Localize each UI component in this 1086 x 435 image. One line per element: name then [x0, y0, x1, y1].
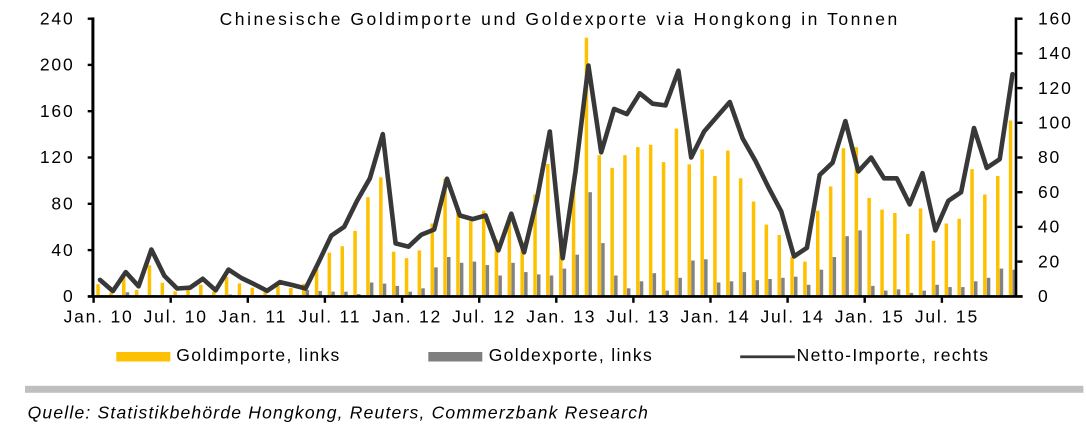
svg-text:240: 240 [40, 8, 75, 28]
svg-text:Jul. 14: Jul. 14 [761, 307, 825, 327]
svg-text:0: 0 [1038, 286, 1050, 306]
svg-text:Jan. 12: Jan. 12 [372, 307, 442, 327]
svg-text:80: 80 [1038, 147, 1061, 167]
svg-text:80: 80 [51, 194, 74, 214]
svg-text:Jul. 15: Jul. 15 [915, 307, 979, 327]
svg-text:Jan. 11: Jan. 11 [218, 307, 287, 327]
svg-text:Quelle: Statistikbehörde Hongk: Quelle: Statistikbehörde Hongkong, Reute… [28, 402, 650, 422]
svg-text:140: 140 [1038, 43, 1073, 63]
svg-text:40: 40 [1038, 217, 1061, 237]
svg-text:120: 120 [1038, 78, 1073, 98]
svg-text:200: 200 [40, 55, 75, 75]
svg-text:160: 160 [1038, 8, 1073, 28]
svg-text:Jul. 13: Jul. 13 [606, 307, 670, 327]
svg-text:60: 60 [1038, 182, 1061, 202]
svg-text:Jul. 12: Jul. 12 [452, 307, 516, 327]
svg-text:100: 100 [1038, 113, 1073, 133]
svg-text:0: 0 [63, 286, 75, 306]
svg-text:40: 40 [51, 240, 74, 260]
svg-text:Chinesische Goldimporte und Go: Chinesische Goldimporte und Goldexporte … [220, 9, 900, 29]
svg-text:Jul. 10: Jul. 10 [144, 307, 208, 327]
svg-text:Jan. 14: Jan. 14 [680, 307, 750, 327]
svg-text:Goldexporte, links: Goldexporte, links [489, 345, 653, 365]
svg-text:Jan. 10: Jan. 10 [64, 307, 134, 327]
svg-text:120: 120 [40, 147, 75, 167]
svg-text:Goldimporte, links: Goldimporte, links [176, 345, 340, 365]
svg-text:Jan. 13: Jan. 13 [526, 307, 596, 327]
svg-text:160: 160 [40, 101, 75, 121]
svg-text:Jan. 15: Jan. 15 [835, 307, 905, 327]
svg-text:Jul. 11: Jul. 11 [298, 307, 361, 327]
svg-text:Netto-Importe, rechts: Netto-Importe, rechts [797, 345, 990, 365]
svg-text:20: 20 [1038, 251, 1061, 271]
